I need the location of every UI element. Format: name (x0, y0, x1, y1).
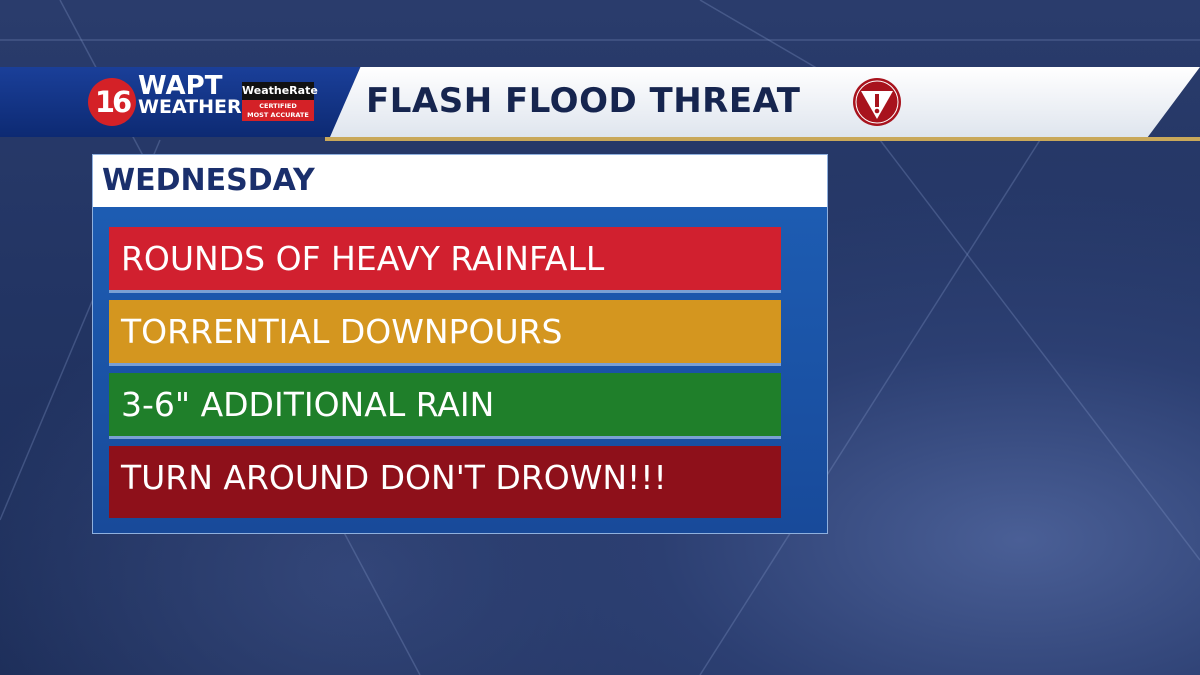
threat-panel: WEDNESDAY ROUNDS OF HEAVY RAINFALL TORRE… (92, 154, 828, 534)
threat-item: TURN AROUND DON'T DROWN!!! (109, 446, 781, 518)
threat-item: ROUNDS OF HEAVY RAINFALL (109, 227, 781, 293)
threat-item: 3-6" ADDITIONAL RAIN (109, 373, 781, 439)
page-title: FLASH FLOOD THREAT (366, 81, 801, 121)
station-name: WAPT WEATHER (138, 71, 242, 118)
threat-item: TORRENTIAL DOWNPOURS (109, 300, 781, 366)
header-banner: 16 WAPT WEATHER WeatheRate CERTIFIED MOST A… (0, 67, 1200, 141)
warning-icon (853, 78, 901, 126)
weatherate-badge: WeatheRate CERTIFIED MOST ACCURATE (242, 82, 318, 121)
day-heading: WEDNESDAY (93, 155, 827, 207)
station-logo: 16 (88, 78, 136, 126)
